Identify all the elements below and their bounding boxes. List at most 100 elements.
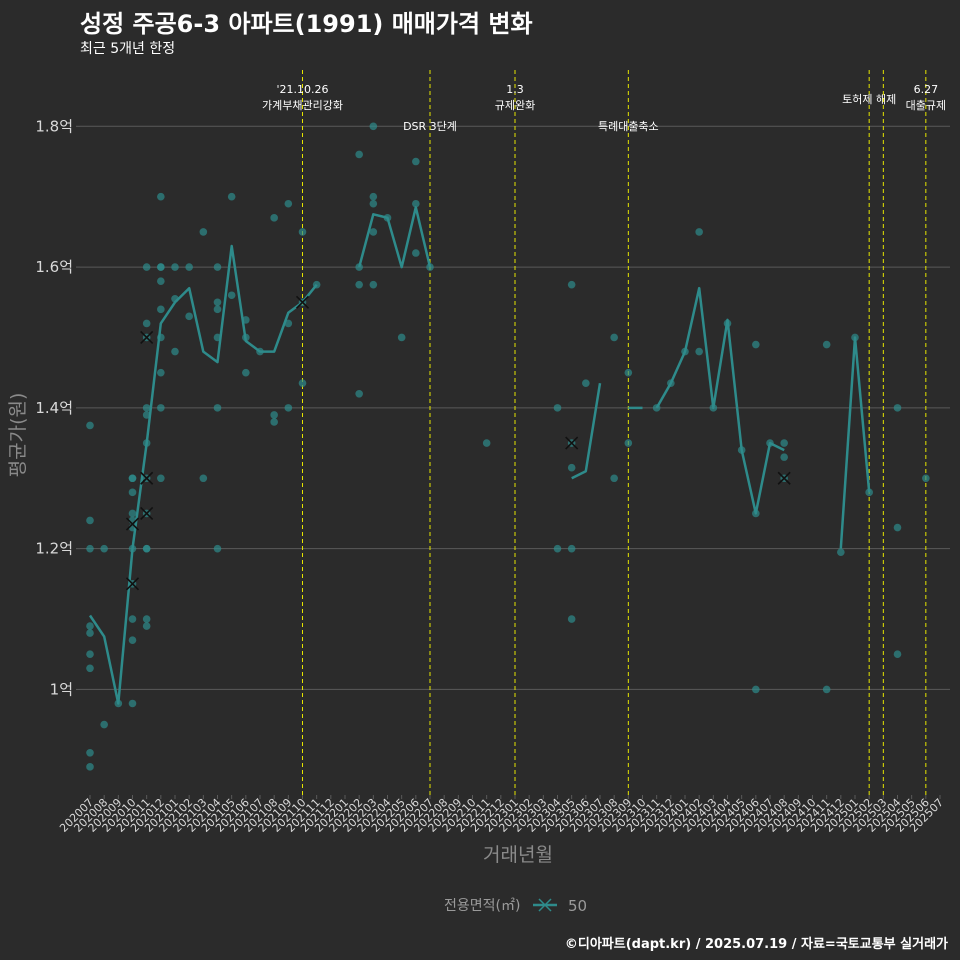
trade-point — [893, 650, 902, 659]
cancelled-trade-marker — [777, 471, 791, 485]
trade-point — [128, 509, 137, 518]
trade-point — [142, 319, 151, 328]
legend-title: 전용면적(㎡) — [444, 898, 520, 914]
trade-point — [270, 214, 278, 222]
trade-point — [171, 347, 179, 356]
trade-point — [213, 263, 222, 271]
average-price-line — [839, 336, 871, 549]
trade-point — [142, 404, 151, 412]
trade-point — [142, 615, 151, 623]
trade-point — [752, 340, 760, 349]
event-sublabel: 규제완화 — [495, 99, 535, 112]
trade-point — [822, 685, 831, 694]
trade-point — [284, 404, 293, 412]
legend-cross-swatch — [538, 898, 552, 912]
event-label: '21.10.26 — [276, 83, 328, 96]
trade-point — [86, 629, 94, 637]
trade-point — [213, 404, 222, 412]
cancelled-trade-marker — [565, 436, 579, 450]
y-axis-ticks: 1억 1.2억 1.4억 1.6억 1.8억 — [35, 117, 80, 698]
chart-title: 성정 주공6-3 아파트(1991) 매매가격 변화 — [80, 10, 533, 38]
trade-point — [298, 379, 307, 388]
cancelled-trade-marker — [295, 295, 310, 309]
trade-point — [298, 228, 307, 236]
trade-point — [624, 368, 633, 377]
cancelled-trade-marker — [140, 471, 154, 485]
y-tick-label: 1.2억 — [35, 540, 73, 558]
trade-point — [142, 263, 151, 271]
legend-entry-50: 50 — [568, 897, 587, 915]
trade-point — [412, 199, 420, 208]
trade-point — [369, 228, 378, 236]
event-sublabel: 가계부채관리강화 — [262, 99, 343, 112]
trade-point — [100, 544, 108, 553]
trade-point — [822, 340, 831, 349]
legend: 전용면적(㎡) 50 — [444, 897, 587, 915]
trade-point — [213, 298, 222, 307]
trade-point — [128, 699, 137, 708]
trade-point — [242, 368, 250, 377]
cancelled-trade-marker — [125, 577, 140, 591]
trade-point — [610, 333, 618, 342]
trade-point — [369, 192, 378, 201]
trade-point — [86, 748, 94, 757]
trade-point — [284, 199, 293, 208]
trade-point — [157, 305, 165, 314]
trade-point — [412, 157, 420, 166]
y-tick-label: 1.8억 — [35, 117, 73, 135]
trade-point — [86, 664, 94, 673]
trade-point — [213, 544, 222, 553]
trade-point — [553, 404, 562, 412]
average-price-lines — [88, 206, 871, 705]
average-price-line — [88, 244, 318, 705]
trade-point — [893, 523, 902, 532]
trade-point — [157, 404, 165, 412]
trade-point — [128, 615, 137, 623]
y-axis-title: 평균가(원) — [7, 393, 29, 478]
trade-point — [128, 474, 137, 483]
y-tick-label: 1억 — [50, 680, 73, 698]
trade-point — [567, 615, 576, 623]
average-price-line — [357, 206, 432, 269]
y-tick-label: 1.4억 — [35, 399, 73, 417]
trade-point — [185, 263, 193, 271]
y-tick-label: 1.6억 — [35, 258, 73, 276]
event-label: 1.3 — [506, 83, 524, 96]
source-credit: ©디아파트(dapt.kr) / 2025.07.19 / 자료=국토교통부 실… — [564, 937, 948, 952]
trade-point — [171, 263, 179, 271]
trade-point — [86, 544, 94, 553]
trade-point — [227, 192, 236, 201]
cancelled-trade-marker — [140, 330, 154, 345]
trade-point — [482, 439, 491, 447]
trade-point — [567, 463, 576, 472]
trade-point — [157, 192, 165, 201]
trade-point — [142, 622, 151, 630]
trade-point — [567, 544, 576, 553]
trade-point — [610, 474, 618, 483]
trade-point — [624, 439, 633, 447]
trade-point — [369, 199, 378, 208]
trade-point — [567, 280, 576, 289]
event-label: 토허제 해제 — [842, 92, 896, 106]
trade-point — [695, 228, 703, 236]
trade-point — [412, 249, 420, 257]
trade-point — [86, 622, 94, 630]
trade-point — [355, 389, 363, 398]
chart-subtitle: 최근 5개년 한정 — [80, 41, 176, 57]
event-label: 6.27 — [914, 83, 939, 96]
trade-point — [695, 347, 703, 356]
trade-point — [86, 763, 94, 771]
trade-point — [227, 291, 236, 300]
trade-point — [128, 488, 137, 497]
trade-point — [780, 439, 788, 447]
trade-point — [369, 122, 378, 131]
trade-point — [157, 263, 165, 271]
trade-point — [752, 685, 760, 694]
x-axis-ticks: 2020072020082020092020102020112020122021… — [57, 795, 946, 835]
trade-point — [157, 368, 165, 377]
trade-point — [355, 280, 363, 289]
trade-point — [893, 404, 902, 412]
trade-point — [185, 312, 193, 321]
trade-point — [86, 421, 94, 430]
